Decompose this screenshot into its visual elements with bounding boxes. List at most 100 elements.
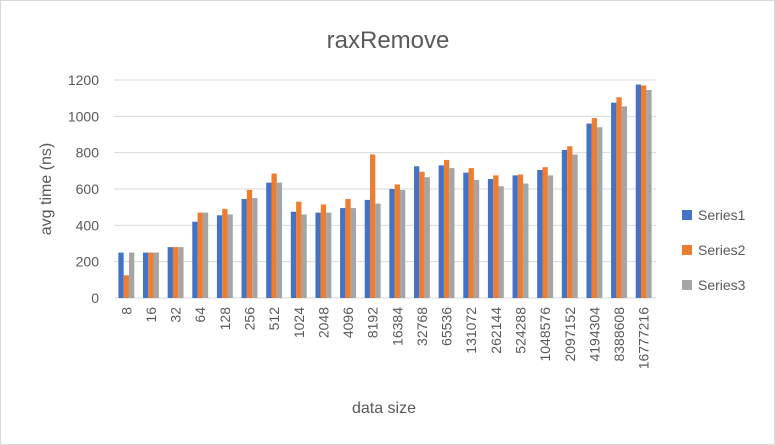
legend-label-series2: Series2 <box>698 242 746 258</box>
bar-series2-32768 <box>419 171 425 298</box>
y-tick-label: 200 <box>76 254 100 270</box>
bar-series1-256 <box>241 198 247 298</box>
x-tick-label: 32768 <box>414 307 430 346</box>
x-tick-label: 1048576 <box>537 307 553 362</box>
x-tick-label: 32 <box>168 307 184 323</box>
x-tick-label: 4096 <box>340 307 356 338</box>
bar-series2-128 <box>222 208 228 298</box>
y-tick-label: 0 <box>91 290 99 306</box>
x-tick-label: 65536 <box>439 307 455 346</box>
bar-series2-4194304 <box>591 118 598 299</box>
bars <box>118 84 652 299</box>
legend-swatch-series2 <box>682 245 692 255</box>
bar-series2-524288 <box>517 174 524 298</box>
bar-series3-128 <box>227 214 233 298</box>
bar-series1-4096 <box>340 208 346 298</box>
chart-title: raxRemove <box>327 27 450 54</box>
bar-series1-524288 <box>512 175 518 298</box>
legend-swatch-series3 <box>682 280 692 290</box>
bar-series1-4194304 <box>586 123 592 298</box>
bar-series2-2048 <box>320 204 327 298</box>
bar-series3-32 <box>178 247 184 298</box>
x-tick-label: 262144 <box>488 307 504 354</box>
bar-series1-512 <box>266 182 272 298</box>
bar-series2-32 <box>172 247 179 298</box>
bar-series3-2048 <box>326 212 332 298</box>
x-tick-label: 64 <box>192 307 208 323</box>
y-axis-title: avg time (ns) <box>38 143 55 235</box>
bar-series1-32 <box>167 247 173 298</box>
bar-series2-8 <box>123 275 129 298</box>
bar-series3-8388608 <box>621 106 627 298</box>
x-tick-label: 512 <box>266 307 282 331</box>
bar-series1-131072 <box>463 172 469 298</box>
bar-series2-512 <box>271 173 277 298</box>
bar-series3-1048576 <box>547 175 554 298</box>
bar-series3-131072 <box>473 179 480 298</box>
x-tick-label: 2097152 <box>562 307 578 362</box>
x-tick-label: 8388608 <box>611 307 627 362</box>
bar-series1-8192 <box>364 199 371 298</box>
bar-series1-16 <box>143 252 149 298</box>
bar-series3-4096 <box>350 208 356 298</box>
bar-series2-64 <box>197 212 203 298</box>
bar-series2-8192 <box>370 154 376 298</box>
x-tick-label: 16777216 <box>636 307 652 370</box>
y-tick-label: 800 <box>76 145 100 161</box>
x-axis-title: data size <box>352 400 416 417</box>
bar-series2-65536 <box>443 159 450 298</box>
x-tick-label: 1024 <box>291 307 307 338</box>
x-tick-label: 8 <box>118 307 134 315</box>
x-tick-label: 4194304 <box>586 307 602 362</box>
x-tick-label: 256 <box>242 307 258 331</box>
bar-series1-2097152 <box>561 149 568 298</box>
bar-series2-16384 <box>394 184 400 298</box>
x-tick-label: 16 <box>143 307 159 323</box>
bar-series1-16384 <box>389 189 395 298</box>
bar-series1-32768 <box>414 166 420 298</box>
legend: Series1 Series2 Series3 <box>682 207 746 293</box>
y-tick-label: 600 <box>76 181 100 197</box>
bar-series1-1048576 <box>537 169 543 298</box>
bar-series3-16384 <box>399 189 406 298</box>
bar-series3-256 <box>252 198 258 298</box>
bar-series3-64 <box>202 212 209 298</box>
legend-swatch-series1 <box>682 210 692 220</box>
bar-series1-128 <box>216 215 223 298</box>
bar-series1-64 <box>192 221 198 298</box>
y-tick-label: 1200 <box>68 72 99 88</box>
x-tick-labels: 8 16 32 64 128 256 512 1024 2048 4096 8192 16384 327… <box>118 307 651 370</box>
bar-series3-8192 <box>375 203 381 298</box>
x-tick-label: 524288 <box>513 307 529 354</box>
y-tick-label: 1000 <box>68 108 99 124</box>
bar-series3-16 <box>153 252 159 298</box>
bar-series1-1024 <box>290 211 297 298</box>
x-tick-label: 2048 <box>315 307 331 338</box>
legend-label-series1: Series1 <box>698 207 746 223</box>
bar-series1-262144 <box>487 179 494 298</box>
legend-label-series3: Series3 <box>698 277 746 293</box>
bar-series2-16777216 <box>641 85 647 298</box>
bar-series3-524288 <box>523 183 529 298</box>
bar-series3-65536 <box>449 168 455 298</box>
bar-series2-2097152 <box>567 146 573 298</box>
bar-series2-4096 <box>345 198 351 298</box>
bar-series2-256 <box>246 189 253 298</box>
bar-series3-512 <box>276 182 283 298</box>
x-tick-label: 16384 <box>389 307 405 346</box>
bar-series2-262144 <box>493 175 499 298</box>
bar-series3-16777216 <box>646 89 652 298</box>
bar-series1-65536 <box>438 165 444 298</box>
bar-series3-2097152 <box>572 154 578 298</box>
x-tick-label: 131072 <box>463 307 479 354</box>
bar-series2-8388608 <box>616 97 622 298</box>
bar-series1-8 <box>118 252 124 298</box>
bar-series2-16 <box>148 252 154 298</box>
bar-series1-2048 <box>315 212 321 298</box>
bar-series3-32768 <box>424 177 430 298</box>
bar-series3-262144 <box>498 186 504 298</box>
y-tick-labels: 0 200 400 600 800 1000 1200 <box>68 72 99 306</box>
bar-series2-1048576 <box>542 167 548 298</box>
y-tick-label: 400 <box>76 217 100 233</box>
